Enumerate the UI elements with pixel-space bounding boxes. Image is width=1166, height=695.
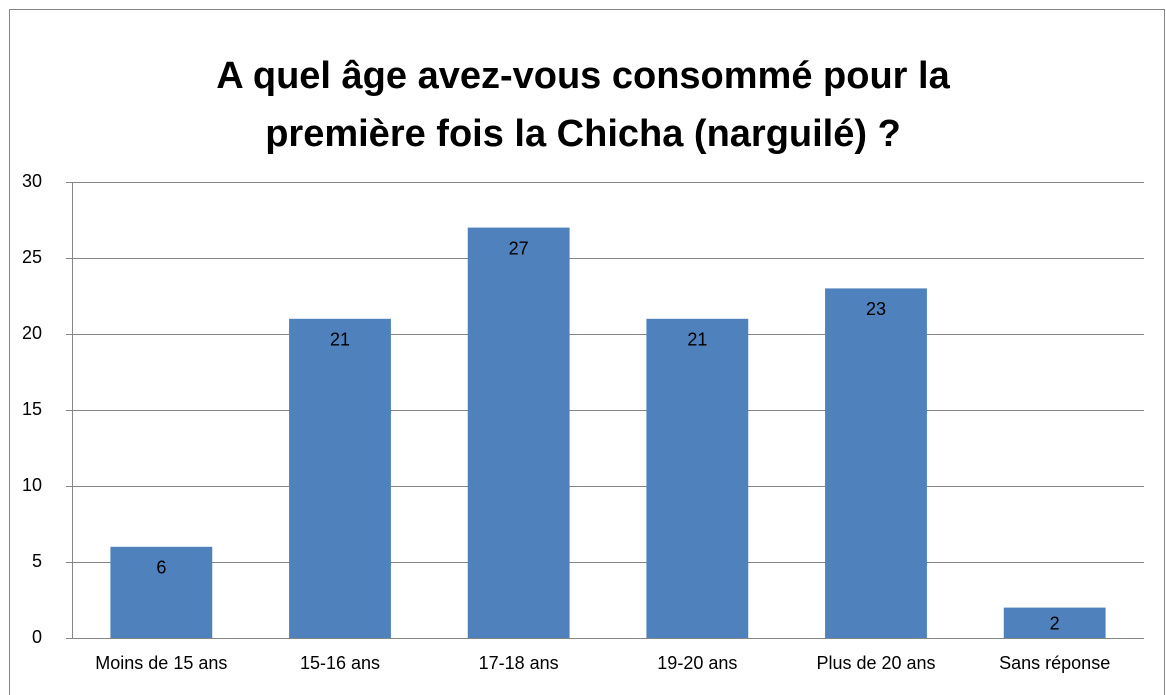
x-tick-label: 15-16 ans — [300, 653, 380, 673]
data-label: 21 — [330, 330, 350, 350]
data-label: 27 — [509, 238, 529, 258]
data-label: 6 — [156, 558, 166, 578]
y-tick-label: 20 — [22, 323, 42, 343]
x-tick-label: Sans réponse — [999, 653, 1110, 673]
y-tick-label: 30 — [22, 171, 42, 191]
x-tick-label: Plus de 20 ans — [816, 653, 935, 673]
bar — [646, 318, 749, 638]
y-tick-label: 15 — [22, 399, 42, 419]
bar — [467, 227, 570, 638]
x-tick-label: Moins de 15 ans — [95, 653, 227, 673]
y-tick-label: 0 — [32, 627, 42, 647]
y-tick-label: 5 — [32, 551, 42, 571]
x-tick-label: 17-18 ans — [479, 653, 559, 673]
chart-title: première fois la Chicha (narguilé) ? — [265, 113, 901, 155]
x-tick-label: 19-20 ans — [657, 653, 737, 673]
data-label: 2 — [1050, 614, 1060, 634]
bar — [289, 318, 391, 638]
data-label: 23 — [866, 299, 886, 319]
bar — [825, 288, 927, 638]
bar — [1003, 607, 1106, 638]
y-tick-label: 25 — [22, 247, 42, 267]
chart-title: A quel âge avez-vous consommé pour la — [216, 55, 950, 97]
bar — [110, 546, 213, 638]
data-label: 21 — [687, 330, 707, 350]
y-tick-label: 10 — [22, 475, 42, 495]
